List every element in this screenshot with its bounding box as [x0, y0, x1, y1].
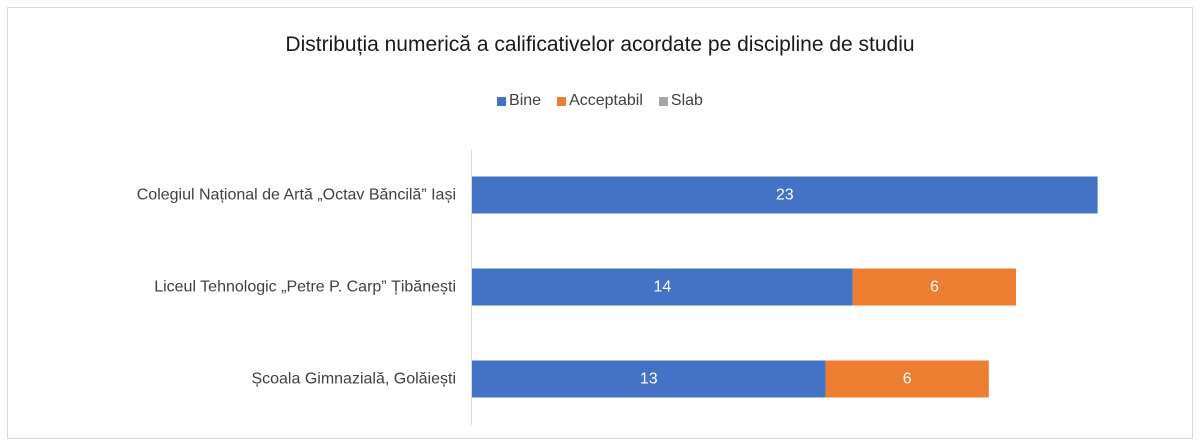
legend-swatch-slab	[658, 96, 668, 106]
category-label-2: Școala Gimnazială, Golăiești	[251, 371, 456, 388]
bar-acceptabil-2	[825, 360, 989, 398]
chart-title: Distribuția numerică a calificativelor a…	[285, 33, 915, 56]
legend-label-bine: Bine	[509, 92, 542, 109]
legend-swatch-bine	[497, 96, 507, 106]
data-label-bine-2: 13	[640, 371, 658, 388]
data-label-bine-0: 23	[776, 187, 794, 204]
legend-swatch-acceptabil	[557, 96, 567, 106]
data-label-acceptabil-2: 6	[903, 371, 912, 388]
bar-bine-0	[472, 176, 1098, 214]
legend: Bine Acceptabil Slab	[0, 92, 1200, 110]
bar-bine-1	[472, 268, 853, 306]
data-label-acceptabil-1: 6	[930, 279, 939, 296]
legend-item-slab: Slab	[658, 92, 703, 110]
legend-item-bine: Bine	[497, 92, 541, 110]
legend-item-acceptabil: Acceptabil	[557, 92, 643, 110]
category-label-1: Liceul Tehnologic „Petre P. Carp” Țibăne…	[154, 279, 456, 296]
legend-label-slab: Slab	[670, 92, 703, 109]
data-label-bine-1: 14	[654, 279, 672, 296]
bar-bine-2	[472, 360, 826, 398]
legend-label-acceptabil: Acceptabil	[569, 92, 643, 109]
category-label-0: Colegiul Național de Artă „Octav Băncilă…	[137, 187, 456, 204]
bar-acceptabil-1	[852, 268, 1016, 306]
